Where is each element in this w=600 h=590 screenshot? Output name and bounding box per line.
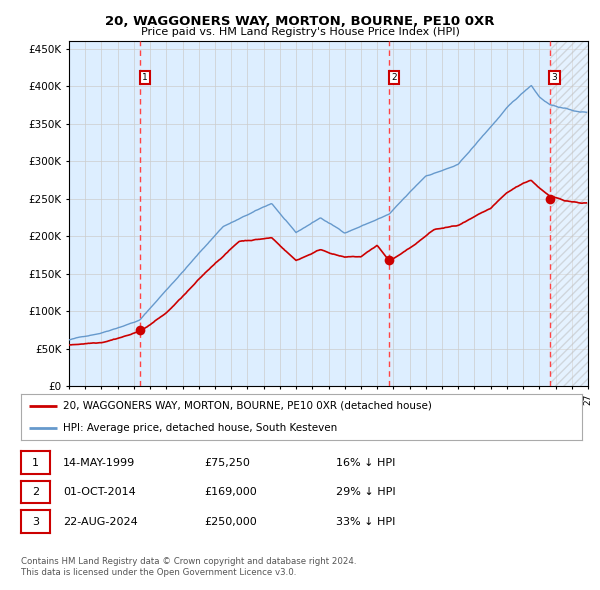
- Text: 20, WAGGONERS WAY, MORTON, BOURNE, PE10 0XR (detached house): 20, WAGGONERS WAY, MORTON, BOURNE, PE10 …: [63, 401, 432, 411]
- Text: 2: 2: [391, 73, 397, 82]
- Text: 1: 1: [32, 458, 39, 467]
- Text: HPI: Average price, detached house, South Kesteven: HPI: Average price, detached house, Sout…: [63, 423, 337, 433]
- Text: 22-AUG-2024: 22-AUG-2024: [63, 517, 138, 526]
- Text: 2: 2: [32, 487, 39, 497]
- Text: £169,000: £169,000: [204, 487, 257, 497]
- Text: 1: 1: [142, 73, 148, 82]
- Text: 29% ↓ HPI: 29% ↓ HPI: [336, 487, 395, 497]
- Bar: [550, 41, 588, 386]
- Bar: [550, 41, 588, 386]
- Text: 3: 3: [32, 517, 39, 526]
- Text: Contains HM Land Registry data © Crown copyright and database right 2024.: Contains HM Land Registry data © Crown c…: [21, 558, 356, 566]
- Text: 20, WAGGONERS WAY, MORTON, BOURNE, PE10 0XR: 20, WAGGONERS WAY, MORTON, BOURNE, PE10 …: [105, 15, 495, 28]
- Text: This data is licensed under the Open Government Licence v3.0.: This data is licensed under the Open Gov…: [21, 568, 296, 577]
- Text: 3: 3: [552, 73, 557, 82]
- Text: 16% ↓ HPI: 16% ↓ HPI: [336, 458, 395, 467]
- Text: 14-MAY-1999: 14-MAY-1999: [63, 458, 135, 467]
- Text: 33% ↓ HPI: 33% ↓ HPI: [336, 517, 395, 526]
- Text: £250,000: £250,000: [204, 517, 257, 526]
- Text: £75,250: £75,250: [204, 458, 250, 467]
- Text: 01-OCT-2014: 01-OCT-2014: [63, 487, 136, 497]
- Text: Price paid vs. HM Land Registry's House Price Index (HPI): Price paid vs. HM Land Registry's House …: [140, 27, 460, 37]
